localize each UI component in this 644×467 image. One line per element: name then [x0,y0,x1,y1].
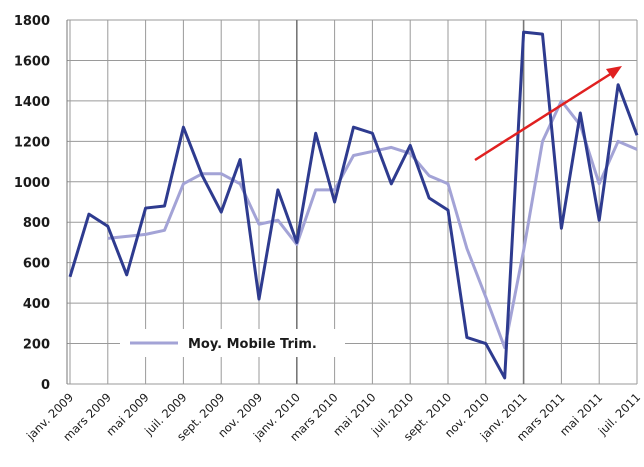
legend-label: Moy. Mobile Trim. [188,337,317,352]
y-tick-label: 200 [23,338,50,353]
plot [68,30,639,380]
series-line [68,30,639,380]
y-tick-label: 400 [23,297,50,312]
y-tick-label: 1000 [14,176,50,191]
trend-arrow [474,71,613,162]
y-tick-label: 800 [23,216,50,231]
y-tick-label: 1600 [14,54,50,69]
y-tick-label: 0 [41,378,50,393]
trend-arrow-head [606,66,622,79]
y-tick-label: 1200 [14,135,50,150]
series-line [107,99,638,350]
y-tick-label: 600 [23,257,50,272]
y-tick-label: 1800 [14,14,50,29]
y-tick-label: 1400 [14,95,50,110]
